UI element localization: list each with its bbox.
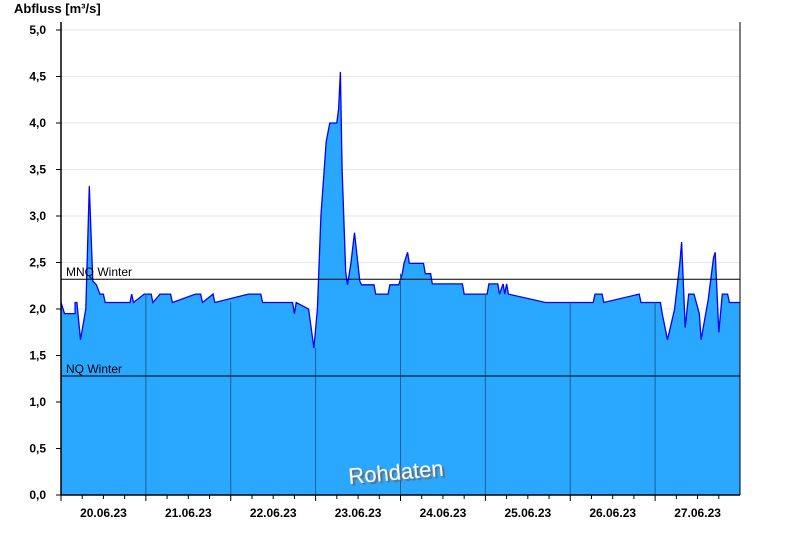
y-tick-label: 2,0 [29,302,46,316]
y-axis-label: Abfluss [m³/s] [14,1,101,16]
x-tick-label: 21.06.23 [165,506,212,520]
x-tick-label: 25.06.23 [504,506,551,520]
y-tick-label: 2,5 [29,256,46,270]
reference-line-label: NQ Winter [66,362,122,376]
y-tick-label: 0,0 [29,488,46,502]
y-tick-label: 3,0 [29,209,46,223]
y-tick-label: 4,0 [29,116,46,130]
y-tick-label: 3,5 [29,163,46,177]
x-tick-label: 26.06.23 [589,506,636,520]
y-tick-label: 0,5 [29,442,46,456]
y-tick-label: 4,5 [29,70,46,84]
reference-line-label: MNQ Winter [66,265,132,279]
x-tick-label: 23.06.23 [335,506,382,520]
x-tick-label: 22.06.23 [250,506,297,520]
y-tick-label: 1,5 [29,349,46,363]
x-tick-label: 20.06.23 [80,506,127,520]
y-tick-label: 1,0 [29,395,46,409]
discharge-line [60,71,740,349]
x-tick-label: 24.06.23 [420,506,467,520]
y-tick-label: 5,0 [29,23,46,37]
x-tick-label: 27.06.23 [674,506,721,520]
